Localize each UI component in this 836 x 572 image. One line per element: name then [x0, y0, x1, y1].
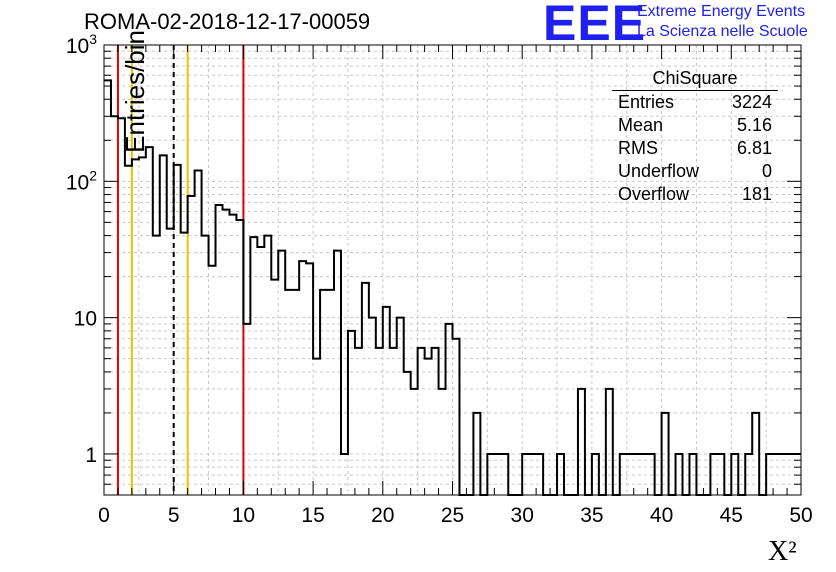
stats-value: 6.81 — [736, 138, 772, 158]
x-tick-label: 40 — [650, 504, 673, 527]
y-tick-label: 103 — [66, 31, 97, 58]
stats-label: Overflow — [618, 184, 690, 204]
x-tick-labels: 0 5 10 15 20 25 30 35 40 45 50 — [98, 504, 813, 527]
chart-title: ROMA-02-2018-12-17-00059 — [84, 9, 371, 34]
stats-label: Entries — [618, 92, 675, 112]
stats-value: 0 — [761, 161, 772, 181]
stats-box: ChiSquare Entries 3224 Mean 5.16 RMS 6.8… — [612, 68, 778, 206]
y-axis-label: Entries/bin — [120, 30, 150, 153]
y-tick-labels: 1 10 102 103 — [66, 31, 97, 467]
eee-logo: EEE — [543, 0, 647, 51]
stats-value: 3224 — [731, 92, 772, 112]
y-tick-label: 102 — [66, 167, 97, 194]
x-tick-label: 10 — [232, 504, 255, 527]
logo-line-1: Extreme Energy Events — [637, 3, 806, 20]
stats-value: 5.16 — [736, 115, 772, 135]
x-tick-label: 15 — [301, 504, 324, 527]
x-tick-label: 45 — [720, 504, 743, 527]
x-tick-label: 5 — [168, 504, 180, 527]
x-tick-label: 0 — [98, 504, 110, 527]
stats-label: Mean — [618, 115, 664, 135]
stats-row-overflow: Overflow 181 — [612, 183, 778, 206]
x-tick-label: 20 — [371, 504, 394, 527]
stats-row-underflow: Underflow 0 — [612, 160, 778, 183]
stats-row-mean: Mean 5.16 — [612, 114, 778, 137]
x-tick-label: 25 — [441, 504, 464, 527]
x-tick-label: 30 — [511, 504, 534, 527]
x-tick-label: 50 — [789, 504, 812, 527]
y-tick-label: 1 — [85, 444, 97, 467]
stats-value: 181 — [741, 184, 772, 204]
stats-row-entries: Entries 3224 — [612, 91, 778, 114]
stats-label: Underflow — [618, 161, 700, 181]
axis-ticks — [103, 45, 802, 496]
stats-row-rms: RMS 6.81 — [612, 137, 778, 160]
stats-title: ChiSquare — [612, 68, 778, 91]
stats-label: RMS — [618, 138, 658, 158]
y-tick-label: 10 — [74, 308, 97, 331]
x-tick-label: 35 — [580, 504, 603, 527]
logo-line-2: La Scienza nelle Scuole — [637, 23, 808, 40]
x-axis-label: X² — [768, 536, 797, 567]
